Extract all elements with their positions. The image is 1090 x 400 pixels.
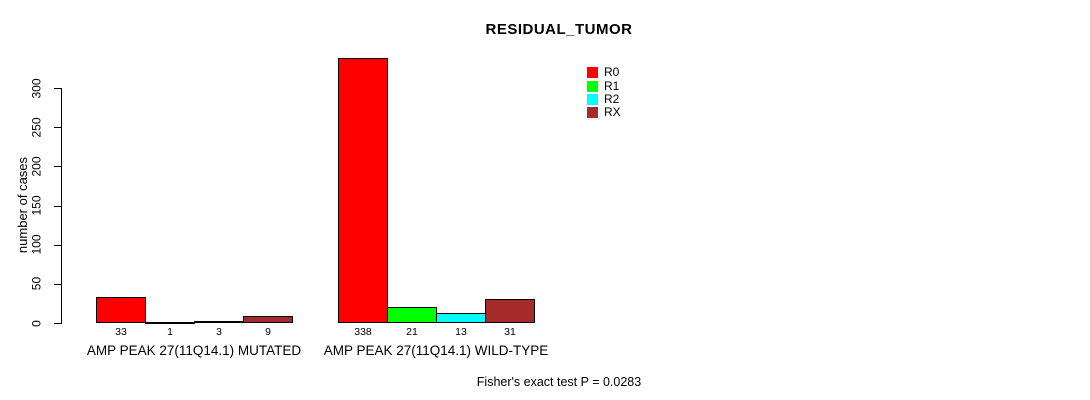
legend-item-r2: R2 [587,93,621,106]
legend-label: R1 [604,78,620,93]
bar-value-label: 31 [504,326,516,338]
bar-value-label: 21 [406,326,418,338]
bar-value-label: 1 [167,326,173,338]
y-tick [54,127,62,129]
legend-label: R2 [604,91,620,106]
legend-swatch-r0 [587,67,598,79]
stat-test-annotation: Fisher's exact test P = 0.0283 [476,375,642,389]
bar-value-label: 33 [115,326,127,338]
bar-r1-group1 [145,322,195,324]
y-tick-label: 200 [29,156,44,177]
y-tick [54,205,62,207]
y-tick-label: 100 [29,234,44,255]
bar-value-label: 3 [216,326,222,338]
y-tick-label: 250 [29,117,44,138]
bar-value-label: 9 [265,326,271,338]
x-category-label: AMP PEAK 27(11Q14.1) MUTATED [86,343,302,358]
legend-item-rx: RX [587,106,621,119]
legend-label: RX [604,105,621,120]
chart-title: RESIDUAL_TUMOR [485,21,633,38]
legend-swatch-rx [587,107,598,119]
legend: R0 R1 R2 RX [587,66,621,120]
y-tick [54,244,62,246]
y-tick [54,323,62,324]
x-category-label: AMP PEAK 27(11Q14.1) WILD-TYPE [323,343,549,358]
legend-label: R0 [604,65,620,80]
bar-value-label: 13 [455,326,467,338]
bar-rx-group2 [485,298,535,323]
bar-rx-group1 [243,315,293,323]
legend-item-r1: R1 [587,79,621,92]
y-tick-label: 0 [29,319,44,327]
legend-swatch-r2 [587,93,598,105]
y-tick [54,88,62,89]
bar-r0-group1 [96,297,146,323]
y-tick-label: 300 [29,77,44,99]
bar-value-label: 338 [354,326,372,338]
y-tick-label: 150 [29,195,44,216]
y-tick [54,166,62,168]
bar-r0-group2 [338,58,388,323]
y-tick [54,283,62,285]
y-tick-label: 50 [29,277,44,291]
bar-r1-group2 [387,306,437,323]
legend-item-r0: R0 [587,66,621,79]
bar-r2-group1 [194,320,244,323]
bar-r2-group2 [436,312,486,323]
legend-swatch-r1 [587,80,598,92]
